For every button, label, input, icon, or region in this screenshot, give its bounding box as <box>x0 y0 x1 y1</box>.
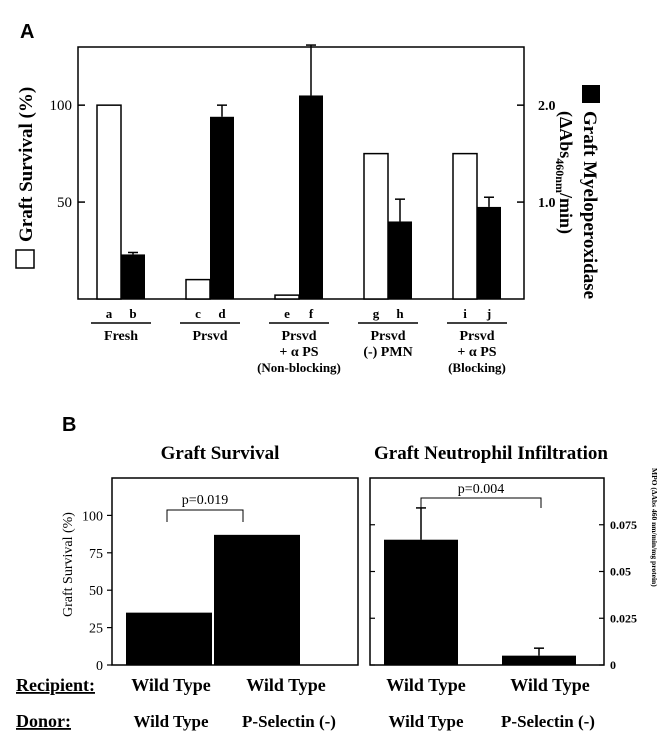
recipient-left-value-2: Wild Type <box>386 675 466 695</box>
ytick-label: 0 <box>610 658 616 672</box>
bar-open <box>185 278 211 300</box>
right-ytick-label: 1.0 <box>538 196 556 211</box>
left-ytick-label: 100 <box>50 98 73 114</box>
bar-letter: g <box>373 306 380 321</box>
group-sublabel: + α PS <box>279 345 318 360</box>
bar <box>126 612 212 665</box>
bar <box>384 539 458 665</box>
ytick-label: 100 <box>82 509 103 524</box>
panel-a-left-ytitle: Graft Survival (%) <box>16 87 37 242</box>
recipient-right-value-2: Wild Type <box>510 675 590 695</box>
open-legend-swatch <box>15 249 35 269</box>
bar-letter: d <box>218 306 226 321</box>
group-label: Prsvd <box>282 329 317 344</box>
ytick-label: 0.05 <box>610 565 631 579</box>
bar-letter: a <box>106 306 113 321</box>
group-label: Fresh <box>104 329 138 344</box>
pvalue-bracket <box>166 509 244 522</box>
donor-right-value-2: P-Selectin (-) <box>501 712 595 731</box>
filled-legend-swatch <box>582 85 600 103</box>
bar-filled <box>299 95 323 299</box>
bar-filled <box>210 116 234 300</box>
bar-letter: c <box>195 306 201 321</box>
bar-letter: f <box>309 306 314 321</box>
donor-left-value: Wild Type <box>133 712 209 731</box>
ytick-label: 75 <box>89 547 103 562</box>
pvalue: p=0.019 <box>182 493 228 508</box>
left-ytick-label: 50 <box>57 195 72 211</box>
panel-b-right-ylabel: MPO (ΔAbs 460 nm/min/mg protein) <box>650 468 659 587</box>
right-ytick-label: 2.0 <box>538 99 556 114</box>
bar-open <box>96 104 122 300</box>
donor-label: Donor: <box>16 711 71 731</box>
panel-b-label: B <box>62 414 76 436</box>
pvalue-bracket <box>420 497 542 508</box>
group-sublabel-2: (Blocking) <box>448 360 506 375</box>
ytick-label: 50 <box>89 584 103 599</box>
panel-b-right-title: Graft Neutrophil Infiltration <box>374 443 608 464</box>
donor-right-value: P-Selectin (-) <box>242 712 336 731</box>
ytick-label: 0.075 <box>610 518 637 532</box>
panel-b-left-ylabel: Graft Survival (%) <box>61 512 76 617</box>
bar-letter: h <box>396 306 404 321</box>
donor-left-value-2: Wild Type <box>388 712 464 731</box>
panel-b-left-chart: 0 25 50 75 100 p=0.019 <box>82 493 300 674</box>
group-label: Prsvd <box>193 329 228 344</box>
bar-letter: e <box>284 306 290 321</box>
bar-filled <box>121 254 145 299</box>
panel-a-right-ytitle-sub: (ΔAbs460nm/min) <box>553 111 576 234</box>
ytick-label: 0 <box>96 659 103 674</box>
bar-open <box>363 152 389 300</box>
panel-b-left-title: Graft Survival <box>161 443 280 464</box>
bar-open <box>274 294 300 300</box>
group-label: Prsvd <box>460 329 495 344</box>
ytick-label: 0.025 <box>610 611 637 625</box>
bar-letter: b <box>129 306 136 321</box>
recipient-label: Recipient: <box>16 675 95 695</box>
panel-b-right-chart: 0 0.025 0.05 0.075 p=0.004 <box>370 482 637 672</box>
bar <box>214 534 300 665</box>
bar-open <box>452 152 478 300</box>
recipient-left-value: Wild Type <box>131 675 211 695</box>
pvalue: p=0.004 <box>458 482 504 497</box>
group-sublabel-2: (Non-blocking) <box>257 360 341 375</box>
bar-letter: i <box>463 306 467 321</box>
group-sublabel: (-) PMN <box>363 345 412 360</box>
bar <box>502 655 576 665</box>
bar-filled <box>477 206 501 299</box>
group-label: Prsvd <box>371 329 406 344</box>
panel-a-right-ytitle: Graft Myeloperoxidase <box>579 111 600 299</box>
ytick-label: 25 <box>89 622 103 637</box>
bar-filled <box>388 221 412 299</box>
group-sublabel: + α PS <box>457 345 496 360</box>
recipient-right-value: Wild Type <box>246 675 326 695</box>
bar-letter: j <box>486 306 491 321</box>
panel-a-label: A <box>20 21 34 43</box>
